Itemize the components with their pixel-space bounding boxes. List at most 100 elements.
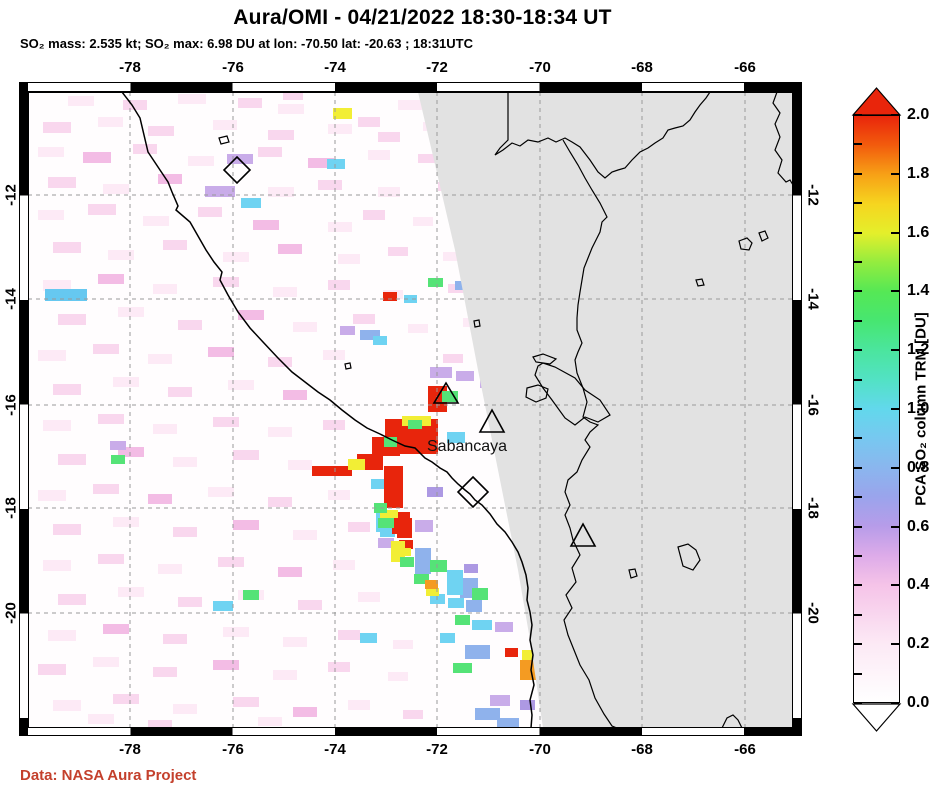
so2-cell <box>241 198 261 208</box>
so2-cell <box>53 700 81 711</box>
colorbar-tick-label: 0.8 <box>907 458 930 476</box>
colorbar-major-tick <box>891 584 899 587</box>
triangle-volcano-marker <box>569 522 597 547</box>
so2-cell <box>173 527 197 537</box>
so2-cell <box>43 122 71 133</box>
so2-cell <box>273 670 297 680</box>
so2-cell <box>233 697 259 707</box>
so2-cell <box>505 648 518 657</box>
so2-cell <box>148 354 172 364</box>
colorbar-tick-label: 0.6 <box>907 517 930 535</box>
so2-cell <box>348 522 370 532</box>
so2-cell <box>283 92 303 100</box>
so2-cell <box>293 530 317 540</box>
so2-cell <box>158 174 182 184</box>
colorbar-title: PCA SO₂ column TRM [DU] <box>912 312 930 506</box>
colorbar-tick-label: 1.4 <box>907 282 930 300</box>
so2-cell <box>363 210 385 220</box>
colorbar-minor-tick <box>854 172 862 175</box>
so2-cell <box>168 387 192 397</box>
so2-stats-line: SO₂ mass: 2.535 kt; SO₂ max: 6.98 DU at … <box>20 36 474 51</box>
lake-outline <box>218 135 230 145</box>
so2-cell <box>371 479 387 489</box>
so2-cell <box>38 490 66 501</box>
so2-cell <box>213 120 237 130</box>
colorbar-minor-tick <box>854 261 862 263</box>
so2-cell <box>348 459 365 470</box>
so2-cell <box>475 708 500 720</box>
so2-cell <box>205 186 235 197</box>
so2-cell <box>163 634 187 644</box>
colorbar-under-arrow <box>851 703 902 732</box>
lon-tick-label: -66 <box>734 741 756 758</box>
country-border <box>494 92 711 179</box>
no-data-region <box>418 92 793 728</box>
colorbar-tick-label: 1.0 <box>907 400 930 417</box>
so2-cell <box>323 420 345 430</box>
so2-cell <box>455 615 470 625</box>
so2-cell <box>327 159 345 169</box>
so2-cell <box>328 490 350 500</box>
so2-cell <box>472 588 488 600</box>
so2-cell <box>268 357 292 367</box>
so2-cell <box>93 657 119 667</box>
so2-cell <box>123 100 147 110</box>
colorbar-minor-tick <box>854 643 862 646</box>
colorbar-major-tick <box>891 702 899 704</box>
lake-outline <box>628 568 638 579</box>
so2-cell <box>278 567 302 577</box>
so2-cell <box>268 187 294 197</box>
so2-cell <box>453 663 472 673</box>
so2-cell <box>418 154 438 163</box>
so2-cell <box>384 437 397 447</box>
colorbar-minor-tick <box>854 231 862 234</box>
lake-outline <box>473 319 481 328</box>
so2-cell <box>368 150 390 160</box>
so2-cell <box>253 220 279 230</box>
so2-cell <box>425 580 438 589</box>
so2-cell <box>497 718 519 728</box>
lat-tick-label: -16 <box>2 394 20 416</box>
so2-cell <box>383 292 397 301</box>
so2-cell <box>223 627 249 637</box>
so2-cell <box>340 326 355 335</box>
so2-cell <box>348 700 370 710</box>
so2-cell <box>273 287 297 297</box>
so2-cell <box>490 695 510 706</box>
so2-cell <box>148 126 174 136</box>
colorbar-minor-tick <box>854 466 862 469</box>
so2-cell <box>430 560 447 572</box>
so2-cell <box>148 720 172 728</box>
so2-cell <box>430 367 452 378</box>
so2-cell <box>456 371 474 381</box>
so2-cell <box>308 158 334 168</box>
so2-cell <box>268 427 292 437</box>
so2-cell <box>333 560 355 570</box>
lat-tick-label: -14 <box>2 288 20 310</box>
so2-cell <box>293 322 317 332</box>
so2-cell <box>318 180 342 190</box>
so2-cell <box>378 538 394 548</box>
so2-cell <box>388 672 408 681</box>
so2-cell <box>58 314 86 325</box>
so2-cell <box>338 254 360 264</box>
so2-cell <box>360 330 380 340</box>
lat-tick-label: -18 <box>804 497 822 519</box>
so2-cell <box>298 600 322 610</box>
so2-cell <box>223 252 249 262</box>
so2-cell <box>113 517 139 527</box>
so2-cell <box>328 280 350 290</box>
so2-cell <box>238 98 262 108</box>
lat-tick-label: -14 <box>804 288 822 310</box>
so2-cell <box>53 524 81 535</box>
so2-cell <box>43 280 71 291</box>
lon-tick-label: -66 <box>734 59 756 76</box>
so2-cell <box>472 620 492 630</box>
so2-cell <box>143 216 169 226</box>
so2-cell <box>58 594 86 605</box>
so2-cell <box>233 450 259 460</box>
country-border <box>562 139 618 728</box>
so2-cell <box>153 667 177 677</box>
lake-outline <box>721 714 743 728</box>
